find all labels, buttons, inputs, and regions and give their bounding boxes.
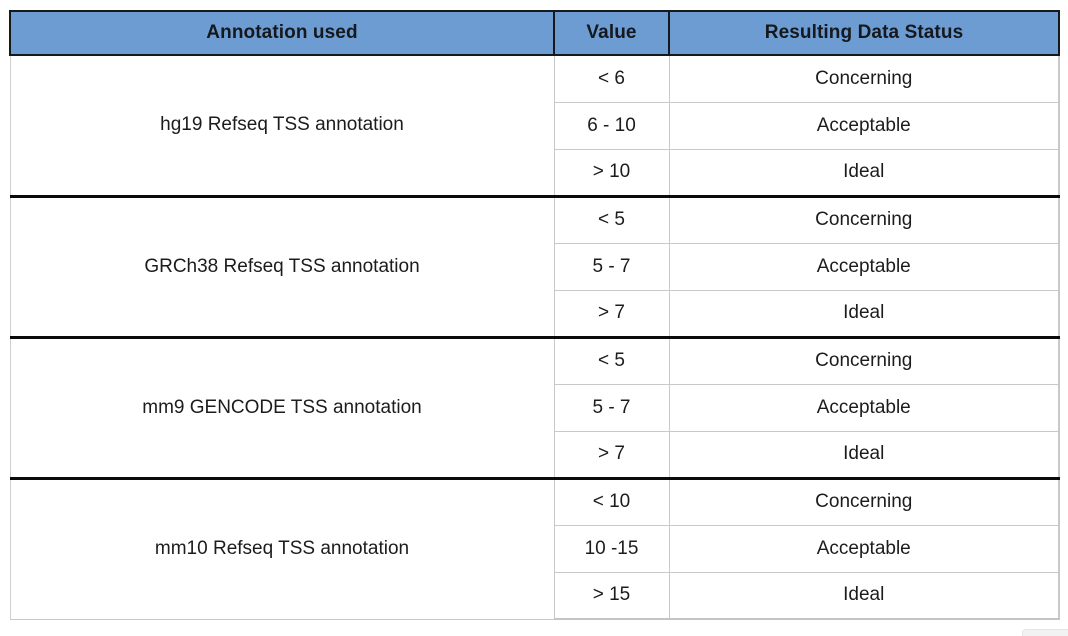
value-cell: > 7	[553, 289, 670, 338]
table-row: > 15 Ideal	[10, 571, 1060, 620]
status-cell: Ideal	[668, 430, 1060, 479]
table-row: hg19 Refseq TSS annotation < 6 Concernin…	[9, 54, 1060, 197]
annotation-cell-hg19: hg19 Refseq TSS annotation	[9, 54, 555, 197]
table-row: mm10 Refseq TSS annotation < 10 Concerni…	[9, 476, 1060, 620]
header-annotation-used: Annotation used	[9, 10, 555, 56]
value-cell: < 6	[553, 54, 670, 103]
table-row: GRCh38 Refseq TSS annotation < 5 Concern…	[9, 194, 1060, 338]
status-cell: Concerning	[668, 476, 1060, 526]
value-cell: 10 -15	[553, 524, 670, 573]
value-cell: 6 - 10	[553, 101, 670, 150]
status-cell: Acceptable	[668, 524, 1060, 573]
status-cell: Acceptable	[668, 242, 1060, 291]
value-cell: > 7	[553, 430, 670, 479]
table-row: mm9 GENCODE TSS annotation < 5 Concernin…	[9, 335, 1060, 479]
table-row: 10 -15 Acceptable	[10, 524, 1060, 573]
table-row: 5 - 7 Acceptable	[10, 383, 1060, 432]
corner-artifact	[1022, 629, 1068, 636]
status-cell: Concerning	[668, 54, 1060, 103]
header-resulting-data-status: Resulting Data Status	[668, 10, 1060, 56]
tss-enrichment-qc-table: Annotation used Value Resulting Data Sta…	[9, 10, 1060, 620]
status-cell: Concerning	[668, 194, 1060, 244]
table-row: 6 - 10 Acceptable	[10, 101, 1060, 150]
annotation-cell-mm10: mm10 Refseq TSS annotation	[9, 476, 555, 620]
annotation-cell-grch38: GRCh38 Refseq TSS annotation	[9, 194, 555, 338]
value-cell: 5 - 7	[553, 242, 670, 291]
value-cell: > 10	[553, 148, 670, 197]
status-cell: Acceptable	[668, 383, 1060, 432]
table-row: > 7 Ideal	[10, 289, 1060, 338]
status-cell: Ideal	[668, 148, 1060, 197]
table-row: > 7 Ideal	[10, 430, 1060, 479]
status-cell: Acceptable	[668, 101, 1060, 150]
annotation-cell-mm9: mm9 GENCODE TSS annotation	[9, 335, 555, 479]
header-value: Value	[553, 10, 670, 56]
status-cell: Ideal	[668, 289, 1060, 338]
status-cell: Concerning	[668, 335, 1060, 385]
table-row: 5 - 7 Acceptable	[10, 242, 1060, 291]
table-header-row: Annotation used Value Resulting Data Sta…	[9, 10, 1060, 56]
table-row: > 10 Ideal	[10, 148, 1060, 197]
value-cell: < 10	[553, 476, 670, 526]
value-cell: > 15	[553, 571, 670, 620]
value-cell: < 5	[553, 194, 670, 244]
value-cell: < 5	[553, 335, 670, 385]
value-cell: 5 - 7	[553, 383, 670, 432]
status-cell: Ideal	[668, 571, 1060, 620]
